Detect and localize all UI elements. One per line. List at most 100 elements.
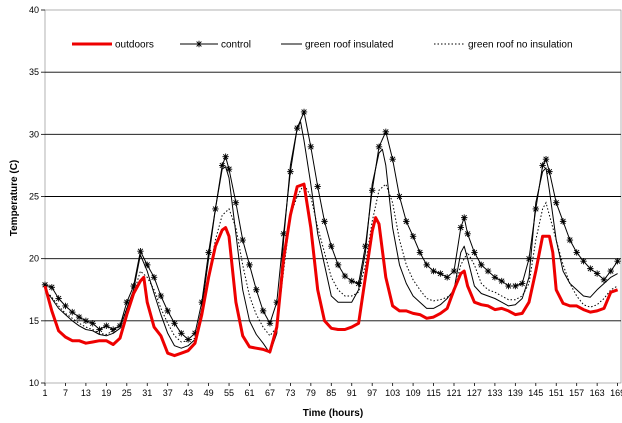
data-point-marker — [518, 280, 526, 287]
data-point-marker — [593, 270, 601, 277]
data-point-marker — [614, 257, 621, 265]
data-point-marker — [375, 143, 383, 150]
data-point-marker — [219, 162, 226, 169]
data-point-marker — [321, 218, 328, 225]
y-tick-label: 10 — [29, 378, 39, 388]
y-axis-ticks: 10 15 20 25 30 35 40 — [29, 5, 45, 388]
data-point-marker — [491, 274, 499, 281]
data-point-marker — [566, 236, 574, 244]
legend-label-outdoors: outdoors — [115, 40, 154, 51]
data-point-marker — [287, 168, 294, 175]
data-point-marker — [164, 307, 171, 315]
data-point-marker — [307, 143, 315, 150]
x-tick-label: 145 — [528, 388, 543, 398]
data-point-marker — [41, 281, 49, 288]
data-point-marker — [443, 274, 451, 281]
data-point-marker — [184, 336, 192, 343]
x-tick-label: 103 — [385, 388, 400, 398]
data-point-marker — [55, 295, 62, 302]
data-point-marker — [416, 249, 424, 256]
x-tick-label: 49 — [204, 388, 214, 398]
data-point-marker — [266, 320, 274, 327]
data-point-marker — [525, 255, 533, 262]
data-point-marker — [512, 282, 519, 290]
data-point-marker — [532, 205, 539, 213]
data-point-marker — [75, 313, 83, 321]
y-tick-label: 20 — [29, 254, 39, 264]
series-outdoors — [43, 182, 619, 358]
data-point-marker — [573, 249, 580, 256]
data-point-marker — [348, 277, 355, 285]
y-tick-label: 25 — [29, 192, 39, 202]
x-tick-label: 151 — [549, 388, 564, 398]
data-point-marker — [225, 165, 233, 173]
x-axis-ticks: 1 7 13 19 25 31 37 43 49 55 61 67 73 79 85 91 97 103 109 11… — [42, 383, 622, 398]
x-tick-label: 25 — [122, 388, 132, 398]
legend-label-green-roof-insulated: green roof insulated — [305, 40, 393, 51]
x-tick-label: 31 — [142, 388, 152, 398]
data-point-marker — [580, 257, 587, 265]
x-tick-label: 97 — [367, 388, 377, 398]
x-tick-label: 121 — [446, 388, 461, 398]
x-tick-label: 133 — [487, 388, 502, 398]
x-tick-label: 115 — [426, 388, 440, 398]
series-line-green-roof-no-insulation — [44, 183, 618, 343]
series-control — [41, 108, 621, 343]
x-tick-label: 127 — [467, 388, 482, 398]
data-point-marker — [450, 267, 458, 275]
data-point-marker — [273, 298, 280, 306]
data-point-marker — [144, 261, 151, 269]
x-tick-label: 85 — [326, 388, 336, 398]
x-tick-label: 109 — [406, 388, 421, 398]
x-axis-title: Time (hours) — [303, 408, 363, 419]
x-tick-label: 1 — [42, 388, 47, 398]
x-tick-label: 73 — [285, 388, 295, 398]
data-point-marker — [409, 233, 417, 240]
data-point-marker — [62, 302, 69, 310]
data-point-marker — [542, 156, 550, 163]
series-group — [41, 108, 621, 358]
data-point-marker — [212, 205, 219, 213]
data-point-marker — [137, 248, 144, 255]
gridlines — [45, 71, 621, 322]
legend-marker-control — [195, 40, 203, 48]
x-tick-label: 157 — [569, 388, 584, 398]
y-tick-label: 15 — [29, 316, 39, 326]
data-point-marker — [423, 261, 430, 269]
data-point-marker — [205, 249, 212, 256]
data-point-marker — [498, 277, 505, 285]
data-point-marker — [103, 322, 110, 330]
data-point-marker — [396, 193, 403, 200]
x-tick-label: 139 — [508, 388, 523, 398]
data-point-marker — [198, 298, 205, 306]
data-point-marker — [280, 230, 287, 237]
legend-label-control: control — [221, 40, 251, 51]
data-point-marker — [559, 218, 567, 225]
data-point-marker — [471, 249, 478, 256]
data-point-marker — [294, 124, 301, 132]
data-point-marker — [368, 187, 376, 194]
x-tick-label: 67 — [265, 388, 275, 398]
data-point-marker — [607, 267, 614, 275]
data-point-marker — [600, 276, 608, 284]
data-point-marker — [334, 261, 342, 269]
data-point-marker — [130, 282, 137, 290]
data-point-marker — [478, 261, 485, 269]
data-point-marker — [362, 243, 369, 250]
x-tick-label: 19 — [101, 388, 111, 398]
data-point-marker — [341, 272, 349, 280]
data-point-marker — [484, 267, 492, 275]
data-point-marker — [239, 236, 246, 244]
data-point-marker — [389, 156, 396, 163]
data-point-marker — [437, 270, 444, 277]
data-point-marker — [355, 280, 362, 287]
data-point-marker — [69, 308, 76, 316]
data-point-marker — [430, 267, 437, 275]
data-point-marker — [232, 199, 240, 206]
x-tick-label: 91 — [347, 388, 357, 398]
series-green-roof-insulated — [44, 121, 618, 354]
y-tick-label: 35 — [29, 67, 39, 77]
y-axis-title: Temperature (C) — [9, 160, 20, 237]
x-tick-label: 13 — [81, 388, 91, 398]
